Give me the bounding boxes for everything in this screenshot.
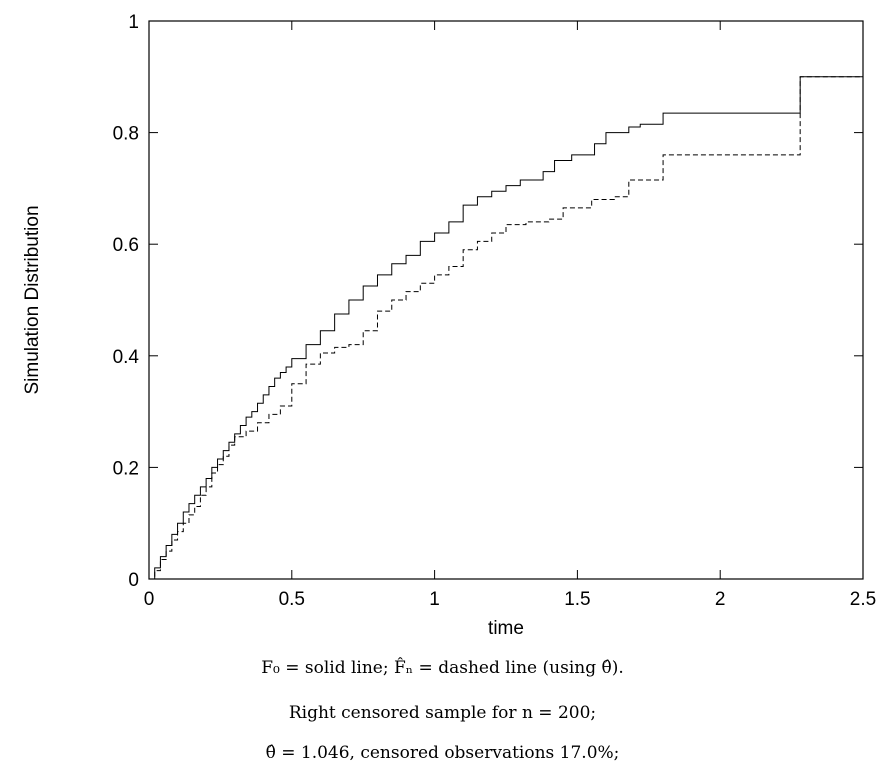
- y-tick-label: 0.6: [113, 235, 139, 256]
- distribution-chart: 0 0.5 1 1.5 2 2.5 0 0.2 0.4 0.6 0.8 1 time Simulat…: [22, 12, 876, 639]
- caption-line-2: Right censored sample for n = 200;: [288, 703, 597, 723]
- series-line-solid: [149, 76, 863, 580]
- y-tick-label: 1: [128, 12, 139, 33]
- series-lines: [149, 76, 863, 580]
- x-tick-label: 2: [715, 589, 726, 610]
- plot-frame: [148, 20, 864, 580]
- x-axis-ticks: 0 0.5 1 1.5 2 2.5: [144, 21, 876, 610]
- y-tick-label: 0.2: [113, 458, 139, 479]
- y-axis-ticks: 0 0.2 0.4 0.6 0.8 1: [113, 12, 863, 591]
- x-tick-label: 2.5: [850, 589, 876, 610]
- x-tick-label: 0: [144, 589, 155, 610]
- y-tick-label: 0: [128, 570, 139, 591]
- caption-line-1: F₀ = solid line; F̂ₙ = dashed line (usin…: [261, 658, 624, 678]
- y-axis-title: Simulation Distribution: [22, 205, 43, 394]
- series-line-dashed: [149, 76, 863, 580]
- x-tick-label: 1.5: [564, 589, 590, 610]
- x-tick-label: 0.5: [279, 589, 305, 610]
- x-axis-title: time: [488, 618, 524, 639]
- y-tick-label: 0.8: [113, 124, 139, 145]
- caption-line-3: θ̂ = 1.046, censored observations 17.0%;: [265, 743, 620, 763]
- y-tick-label: 0.4: [113, 347, 140, 368]
- x-tick-label: 1: [429, 589, 440, 610]
